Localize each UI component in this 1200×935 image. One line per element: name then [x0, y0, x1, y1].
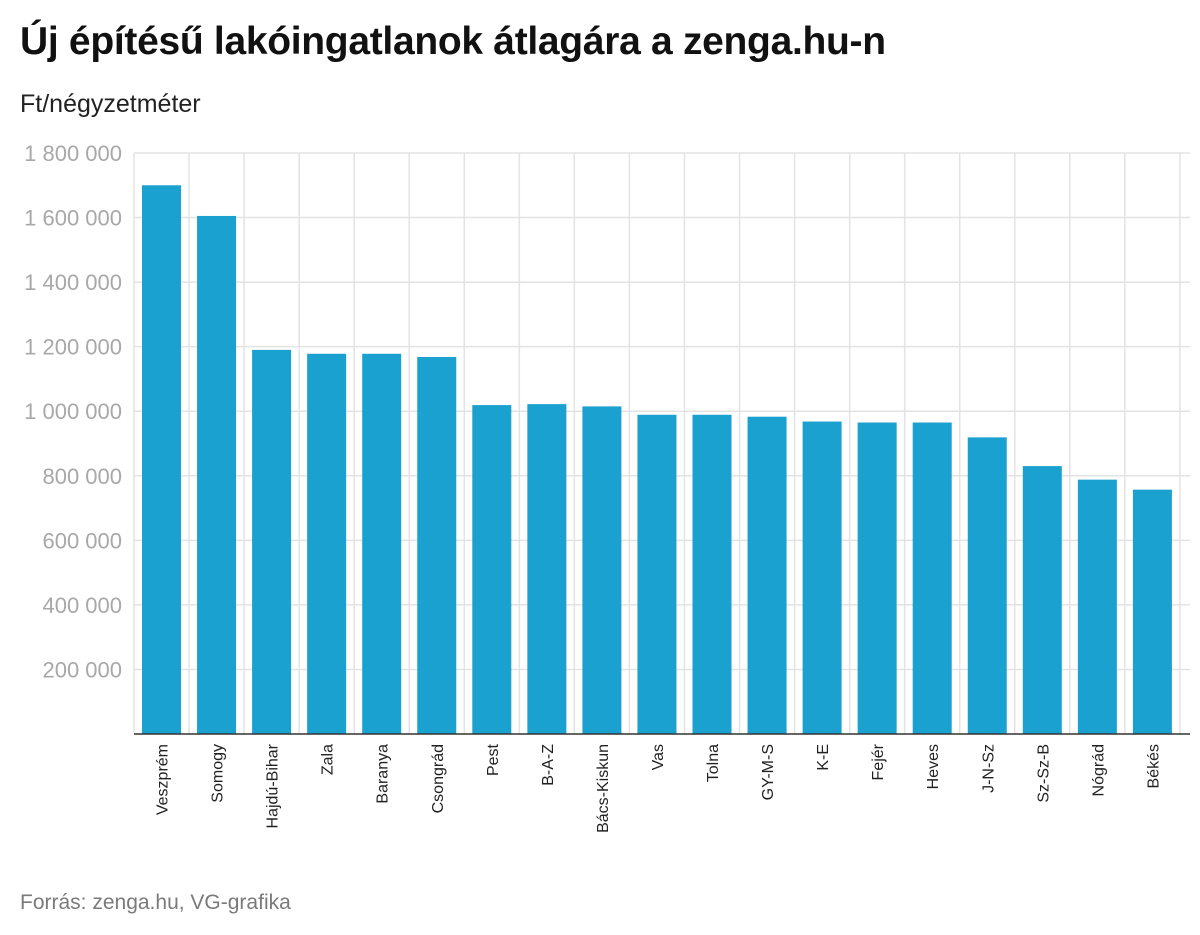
bars: [142, 185, 1172, 735]
bar: [857, 422, 897, 734]
bar: [197, 215, 237, 735]
x-category-label: Zala: [320, 744, 337, 775]
bar: [967, 437, 1007, 734]
bar: [912, 422, 952, 734]
bar: [802, 421, 842, 734]
bar: [637, 414, 677, 734]
bar: [582, 406, 622, 734]
x-category-label: Baranya: [375, 744, 392, 804]
source-note: Forrás: zenga.hu, VG-grafika: [20, 891, 291, 914]
bar: [747, 416, 787, 734]
bar: [1022, 466, 1062, 734]
x-category-label: Nógrád: [1090, 744, 1107, 796]
chart-title: Új építésű lakóingatlanok átlagára a zen…: [20, 20, 886, 63]
bar: [307, 353, 347, 734]
x-axis-labels: Veszprém Somogy Hajdú-Bihar Zala Baranya Cson…: [155, 743, 1163, 833]
x-category-label: Heves: [925, 744, 942, 789]
x-category-label: Bács-Kiskun: [595, 744, 612, 833]
bar: [472, 405, 512, 734]
bar: [1077, 479, 1117, 734]
x-category-label: Fejér: [870, 743, 887, 780]
y-tick-label: 1 800 000: [24, 141, 122, 166]
y-tick-label: 200 000: [42, 657, 122, 682]
x-category-label: B-A-Z: [540, 744, 557, 786]
y-tick-label: 1 400 000: [24, 270, 122, 295]
bar: [252, 349, 292, 734]
gridlines: [133, 152, 1190, 734]
chart-subtitle: Ft/négyzetméter: [20, 90, 201, 118]
bar: [417, 356, 457, 734]
x-category-label: Pest: [485, 743, 502, 776]
bar: [362, 353, 402, 734]
x-category-label: Hajdú-Bihar: [265, 743, 282, 828]
y-tick-label: 1 600 000: [24, 206, 122, 231]
x-category-label: K-E: [815, 744, 832, 771]
bar: [142, 185, 181, 734]
x-category-label: GY-M-S: [760, 744, 777, 800]
x-category-label: J-N-Sz: [980, 744, 997, 793]
x-category-label: Vas: [650, 744, 667, 770]
bar: [692, 414, 732, 734]
bar: [1132, 489, 1172, 734]
x-category-label: Tolna: [705, 744, 722, 782]
x-category-label: Somogy: [210, 744, 227, 803]
y-axis-labels: 200 000 400 000 600 000 800 000 1 000 000 1 2…: [24, 141, 122, 682]
y-tick-label: 1 000 000: [24, 399, 122, 424]
y-tick-label: 400 000: [42, 593, 122, 618]
x-category-label: Csongrád: [430, 744, 447, 813]
y-tick-label: 1 200 000: [24, 335, 122, 360]
y-tick-label: 600 000: [42, 528, 122, 553]
x-category-label: Sz-Sz-B: [1035, 744, 1052, 803]
bar: [527, 404, 567, 734]
x-category-label: Veszprém: [155, 744, 172, 815]
x-category-label: Békés: [1145, 744, 1162, 788]
y-tick-label: 800 000: [42, 464, 122, 489]
